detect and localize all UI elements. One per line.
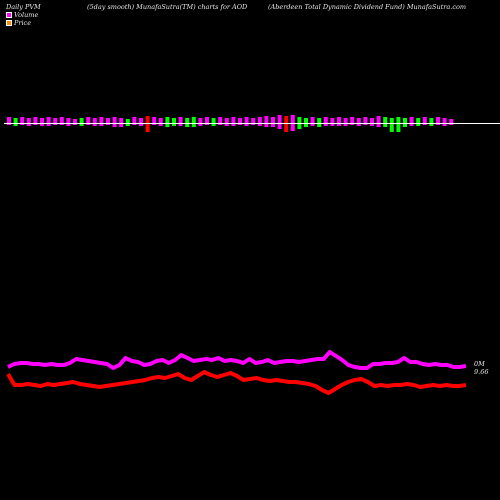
volume-bar (106, 118, 110, 125)
volume-bar (343, 118, 348, 126)
volume-bar (132, 117, 137, 125)
legend-volume: Volume (6, 11, 38, 19)
volume-bar (330, 118, 335, 126)
chart-header-left: Daily PVM (6, 3, 41, 11)
volume-bar (125, 119, 130, 126)
volume-bar (73, 119, 77, 125)
price-line (6, 370, 467, 395)
volume-bar (7, 117, 11, 125)
volume-bar (33, 117, 38, 125)
volume-bar (350, 117, 355, 125)
legend-price-label: Price (14, 19, 32, 27)
volume-bar (396, 117, 401, 132)
volume-bar (112, 117, 117, 127)
legend-price: Price (6, 19, 31, 27)
volume-bar (363, 117, 368, 125)
legend-volume-label: Volume (14, 11, 39, 19)
volume-bar (191, 117, 196, 127)
volume-bar (310, 117, 315, 126)
volume-bar (264, 116, 269, 127)
chart-header-right: (Aberdeen Total Dynamic Dividend Fund) M… (268, 3, 467, 11)
volume-bar (389, 118, 394, 132)
volume-bar (449, 119, 454, 125)
volume-bar (139, 118, 143, 126)
volume-bar (26, 118, 31, 126)
volume-bar (218, 117, 223, 125)
volume-line (7, 350, 467, 370)
volume-bar (158, 118, 163, 126)
volume-bar (403, 118, 407, 127)
volume-bar (198, 118, 203, 126)
volume-bar (383, 117, 388, 127)
volume-bar (251, 118, 256, 125)
volume-bar (178, 117, 183, 126)
volume-bar (429, 118, 434, 126)
volume-bars (7, 115, 454, 132)
volume-bar (99, 117, 104, 126)
volume-bar (323, 117, 328, 126)
volume-bar (152, 117, 157, 125)
volume-bar (119, 118, 124, 127)
volume-bar (224, 118, 229, 126)
volume-bar (277, 115, 282, 129)
chart-header-center: (5day smooth) MunafaSutra(TM) charts for… (87, 3, 248, 11)
volume-bar (422, 117, 427, 125)
volume-bar (46, 117, 51, 126)
volume-bar (92, 118, 97, 126)
price-end-label: 9.66 (474, 368, 488, 376)
volume-bar (317, 118, 322, 127)
volume-bar (53, 118, 58, 125)
legend-volume-swatch (6, 12, 12, 18)
volume-bar (409, 117, 414, 126)
volume-bar (370, 118, 374, 126)
volume-bar (356, 118, 361, 126)
volume-bar (211, 118, 216, 126)
volume-bar (337, 117, 341, 126)
volume-bar (172, 118, 176, 126)
volume-bar (86, 117, 91, 125)
volume-bar (66, 118, 71, 126)
volume-bar (40, 118, 44, 126)
volume-bar (59, 117, 64, 125)
volume-bar (442, 118, 447, 126)
volume-bar (244, 117, 249, 126)
volume-bar (13, 118, 18, 126)
volume-bar (416, 118, 421, 126)
volume-bar (20, 117, 25, 125)
volume-bar (238, 118, 242, 125)
volume-bar (165, 117, 170, 127)
legend-price-swatch (6, 20, 12, 26)
volume-bar (79, 118, 84, 126)
volume-bar (231, 117, 236, 126)
volume-bar (271, 117, 275, 127)
volume-bar (205, 117, 209, 125)
volume-bar (436, 117, 440, 125)
volume-bar (185, 118, 190, 127)
volume-end-label: 0M (474, 360, 485, 368)
volume-bar (304, 118, 308, 127)
volume-bar (376, 116, 381, 127)
volume-bar (257, 117, 262, 126)
